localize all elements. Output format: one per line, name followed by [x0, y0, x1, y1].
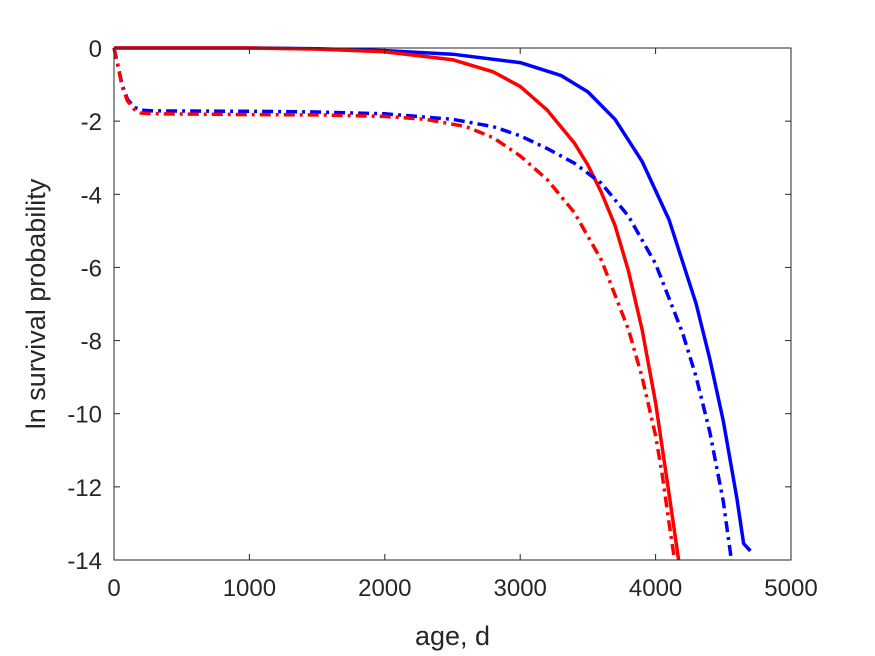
y-tick-label: -4 — [81, 182, 102, 209]
x-tick-label: 2000 — [358, 575, 411, 602]
series-line-4 — [112, 47, 677, 561]
series-line-1 — [114, 46, 752, 553]
x-tick-label: 1000 — [223, 575, 276, 602]
series-lines — [112, 46, 752, 561]
y-tick-label: -8 — [81, 329, 102, 356]
y-tick-label: -14 — [67, 548, 102, 575]
x-tick-label: 5000 — [764, 575, 817, 602]
series-line-3 — [112, 47, 734, 561]
y-tick-label: -6 — [81, 255, 102, 282]
y-tick-label: -2 — [81, 109, 102, 136]
plot-area-frame — [113, 47, 792, 561]
y-axis-label: ln survival probability — [21, 178, 51, 429]
y-tick-label: -12 — [67, 475, 102, 502]
axis-ticks: 0 1000 2000 3000 4000 5000 0 -2 -4 -6 -8 -10 -12 -14 — [67, 36, 817, 602]
x-tick-label: 3000 — [494, 575, 547, 602]
series-line-2 — [114, 46, 681, 561]
x-tick-label: 4000 — [629, 575, 682, 602]
x-axis-label: age, d — [415, 621, 490, 651]
y-tick-label: 0 — [89, 36, 102, 63]
x-tick-label: 0 — [107, 575, 120, 602]
y-tick-label: -10 — [67, 402, 102, 429]
